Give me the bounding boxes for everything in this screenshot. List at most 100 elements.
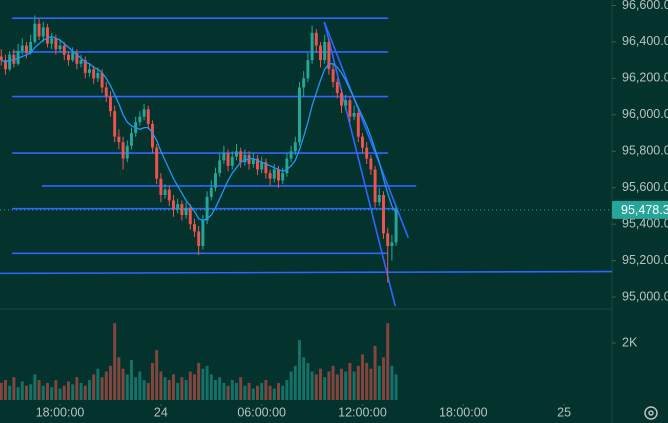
volume-bar (3, 380, 7, 400)
candle-body (155, 147, 159, 179)
volume-bar (8, 385, 12, 400)
volume-bar (327, 371, 331, 400)
x-tick-label: 24 (154, 405, 168, 419)
volume-bar (117, 357, 121, 400)
candle-body (180, 204, 184, 216)
volume-bar (163, 377, 167, 400)
volume-bar (20, 381, 24, 400)
last-price-label: 95,478.3 (621, 203, 668, 217)
volume-bar (33, 374, 37, 400)
y-tick-label: 95,800.0 (622, 144, 668, 158)
volume-bar (167, 380, 171, 400)
volume-bar (310, 371, 314, 400)
volume-bar (83, 385, 87, 400)
candle-body (12, 54, 16, 64)
volume-bar (373, 345, 377, 400)
volume-bar (306, 362, 310, 400)
settings-icon[interactable] (644, 406, 658, 420)
x-tick-label: 12:00:00 (338, 405, 387, 419)
drawn-line (323, 21, 410, 239)
volume-bar (50, 387, 54, 400)
candle-body (184, 207, 188, 216)
candle-body (33, 23, 37, 42)
candle-body (230, 156, 234, 166)
candle-body (323, 41, 327, 61)
volume-bar (209, 374, 213, 400)
volume-bar (226, 385, 230, 400)
last-price-box (612, 200, 668, 219)
candle-body (75, 52, 79, 64)
candle-body (344, 100, 348, 106)
volume-bar (197, 362, 201, 400)
candle-body (214, 173, 217, 188)
candle-body (243, 154, 247, 163)
volume-bar (218, 377, 222, 400)
candle-body (365, 147, 369, 159)
candle-body (45, 27, 49, 44)
volume-bar (230, 380, 234, 400)
volume-bar (125, 374, 129, 400)
y-tick-label: 96,600.0 (622, 0, 668, 12)
volume-bar (251, 388, 255, 400)
candle-body (260, 162, 264, 170)
candle-body (277, 169, 280, 181)
candle-body (50, 38, 54, 44)
candle-body (92, 69, 96, 79)
candle-body (251, 158, 255, 165)
candle-body (79, 60, 83, 64)
volume-bar (247, 382, 251, 400)
volume-bar (71, 384, 75, 400)
volume-bar (159, 371, 163, 400)
y-tick-label: 96,400.0 (622, 34, 668, 48)
candle-body (62, 45, 66, 55)
volume-bar (41, 385, 45, 400)
candle-body (293, 142, 297, 152)
volume-bar (193, 374, 196, 400)
volume-bar (277, 382, 280, 400)
candle-body (8, 54, 12, 70)
volume-bar (377, 365, 381, 400)
candle-body (37, 23, 41, 37)
candle-body (16, 51, 20, 64)
candle-body (209, 187, 213, 197)
volume-bar (92, 374, 96, 400)
candle-body (66, 54, 70, 61)
volume-bar (16, 387, 20, 400)
candle-body (390, 242, 394, 247)
x-tick-label: 18:00:00 (439, 405, 488, 419)
candle-body (54, 38, 58, 50)
volume-bar (256, 385, 259, 400)
drawn-line (0, 270, 613, 275)
y-tick-label: 95,600.0 (622, 180, 668, 194)
candle-body (121, 142, 125, 159)
candle-body (281, 173, 285, 181)
volume-bar (314, 374, 318, 400)
y-tick-label: 95,000.0 (622, 289, 668, 303)
volume-bar (264, 380, 268, 400)
volume-bar (319, 368, 322, 400)
candle-body (377, 195, 381, 203)
candle-body (87, 69, 91, 73)
candle-body (146, 109, 150, 124)
volume-bar (289, 371, 293, 400)
candle-body (172, 200, 175, 210)
volume-bar (260, 382, 264, 400)
volume-bar (12, 377, 16, 400)
candle-body (373, 169, 377, 203)
candle-body (306, 60, 310, 79)
volume-bar (243, 385, 247, 400)
volume-bar (130, 360, 133, 400)
candle-body (352, 112, 356, 117)
candle-body (264, 162, 268, 174)
candle-body (247, 154, 251, 165)
candle-body (163, 189, 167, 196)
x-tick-label: 18:00:00 (36, 405, 85, 419)
candle-body (197, 231, 201, 247)
candle-body (142, 109, 146, 117)
candle-body (327, 41, 331, 70)
candle-body (3, 60, 7, 70)
candle-body (340, 92, 343, 106)
gear-outer[interactable] (644, 406, 658, 420)
gear-inner[interactable] (648, 410, 654, 416)
